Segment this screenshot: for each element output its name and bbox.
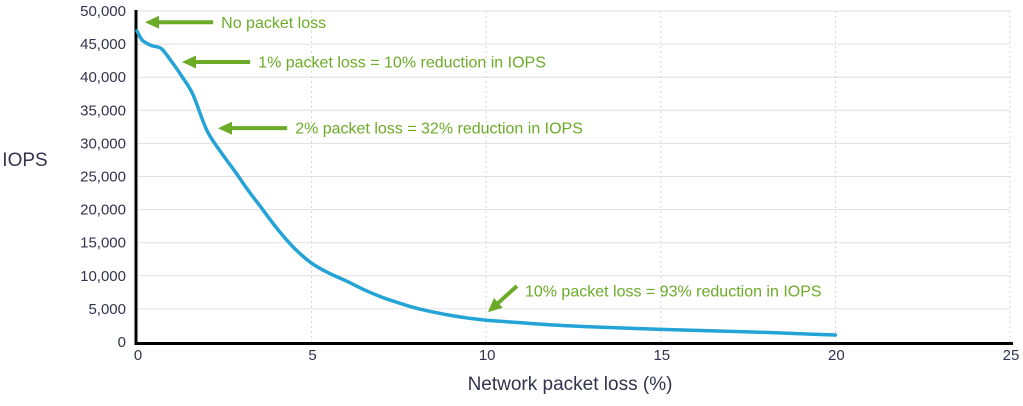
y-tick-label-50000: 50,000 bbox=[80, 3, 126, 20]
series-curve-iops bbox=[135, 29, 838, 337]
annotation-arrow-line bbox=[493, 284, 519, 308]
x-tick-label-10: 10 bbox=[479, 347, 496, 364]
annotation-arrowhead bbox=[487, 298, 503, 313]
annotation-arrowhead bbox=[182, 55, 196, 69]
y-tick-label-40000: 40,000 bbox=[80, 69, 126, 86]
gridlines bbox=[137, 10, 1011, 342]
y-tick-label-25000: 25,000 bbox=[80, 169, 126, 186]
x-tick-label-0: 0 bbox=[134, 347, 142, 364]
annotation-label: 10% packet loss = 93% reduction in IOPS bbox=[525, 284, 822, 301]
x-tick-label-25: 25 bbox=[1003, 347, 1020, 364]
annotation-label: No packet loss bbox=[221, 15, 326, 32]
x-tick-label-5: 5 bbox=[308, 347, 316, 364]
y-tick-label-15000: 15,000 bbox=[80, 235, 126, 252]
y-tick-label-0: 0 bbox=[118, 334, 126, 351]
y-tick-label-35000: 35,000 bbox=[80, 102, 126, 119]
y-tick-label-45000: 45,000 bbox=[80, 36, 126, 53]
x-tick-label-20: 20 bbox=[828, 347, 845, 364]
annotation-label: 2% packet loss = 32% reduction in IOPS bbox=[295, 121, 583, 138]
annotation-arrowhead bbox=[145, 15, 159, 29]
annotation-2: 1% packet loss = 10% reduction in IOPS bbox=[182, 54, 546, 71]
annotations: No packet loss 1% packet loss = 10% reduc… bbox=[145, 15, 822, 313]
y-tick-label-30000: 30,000 bbox=[80, 135, 126, 152]
x-axis-title: Network packet loss (%) bbox=[468, 374, 673, 395]
y-tick-label-10000: 10,000 bbox=[80, 268, 126, 285]
y-tick-label-20000: 20,000 bbox=[80, 202, 126, 219]
x-tick-label-15: 15 bbox=[653, 347, 670, 364]
annotation-3: 2% packet loss = 32% reduction in IOPS bbox=[218, 121, 583, 138]
axes bbox=[134, 10, 1013, 345]
annotation-4: 10% packet loss = 93% reduction in IOPS bbox=[487, 284, 822, 313]
y-tick-label-5000: 5,000 bbox=[88, 301, 126, 318]
data-series bbox=[135, 29, 838, 337]
annotation-arrowhead bbox=[218, 121, 232, 135]
y-axis-title: IOPS bbox=[2, 150, 47, 171]
annotation-1: No packet loss bbox=[145, 15, 326, 32]
tick-labels: 0 5,000 10,000 15,000 20,000 25,000 30,000 35,0… bbox=[80, 3, 1019, 364]
annotation-label: 1% packet loss = 10% reduction in IOPS bbox=[258, 54, 546, 71]
